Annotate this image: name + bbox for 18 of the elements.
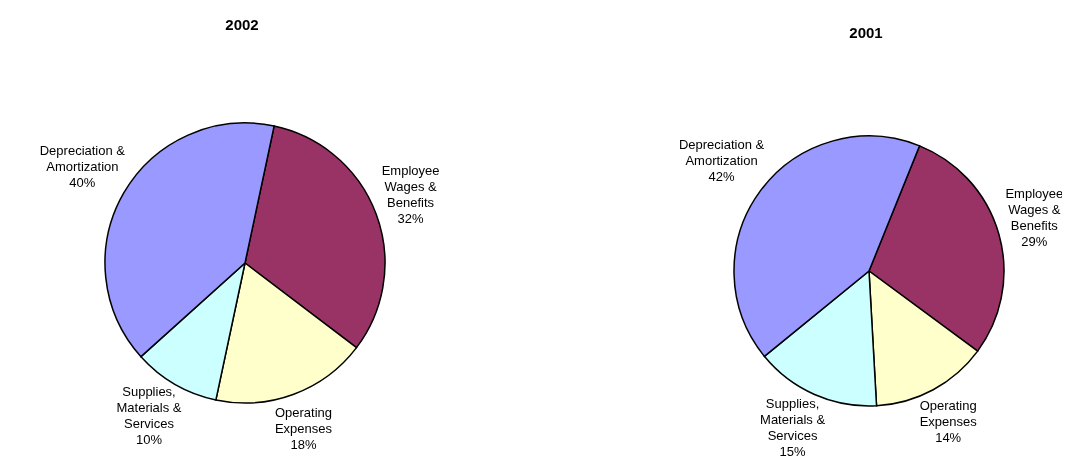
data-label: 14% <box>935 429 962 445</box>
data-label: 15% <box>779 443 807 459</box>
slice-label: Operating Expenses <box>274 404 333 436</box>
data-label: 42% <box>708 168 735 184</box>
slice-label: Employee Wages & Benefits <box>1005 185 1064 233</box>
chart-title: 2001 <box>849 24 883 41</box>
slice-label: Operating Expenses <box>919 397 978 429</box>
data-label: 32% <box>397 210 425 226</box>
data-label: 18% <box>290 436 317 452</box>
slice-label: Depreciation & Amortization <box>678 136 765 168</box>
data-label: 10% <box>135 431 163 447</box>
slice-label: Supplies, Materials & Services <box>760 395 826 443</box>
data-label: 29% <box>1021 233 1048 249</box>
data-label: 40% <box>69 175 96 190</box>
slice-label: Depreciation & Amortization <box>39 143 126 174</box>
slice-label: Employee Wages & Benefits <box>381 162 440 210</box>
chart-title: 2002 <box>225 16 259 33</box>
slice-label: Supplies, Materials & Services <box>116 383 182 431</box>
